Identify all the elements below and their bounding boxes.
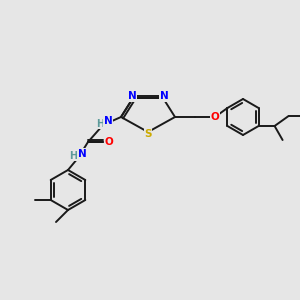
Text: N: N (78, 149, 86, 159)
Text: O: O (211, 112, 219, 122)
Text: H: H (96, 119, 104, 129)
Text: N: N (103, 116, 112, 126)
Text: O: O (105, 137, 113, 147)
Text: H: H (69, 151, 77, 161)
Text: N: N (128, 91, 136, 101)
Text: N: N (160, 91, 168, 101)
Text: S: S (144, 129, 152, 139)
